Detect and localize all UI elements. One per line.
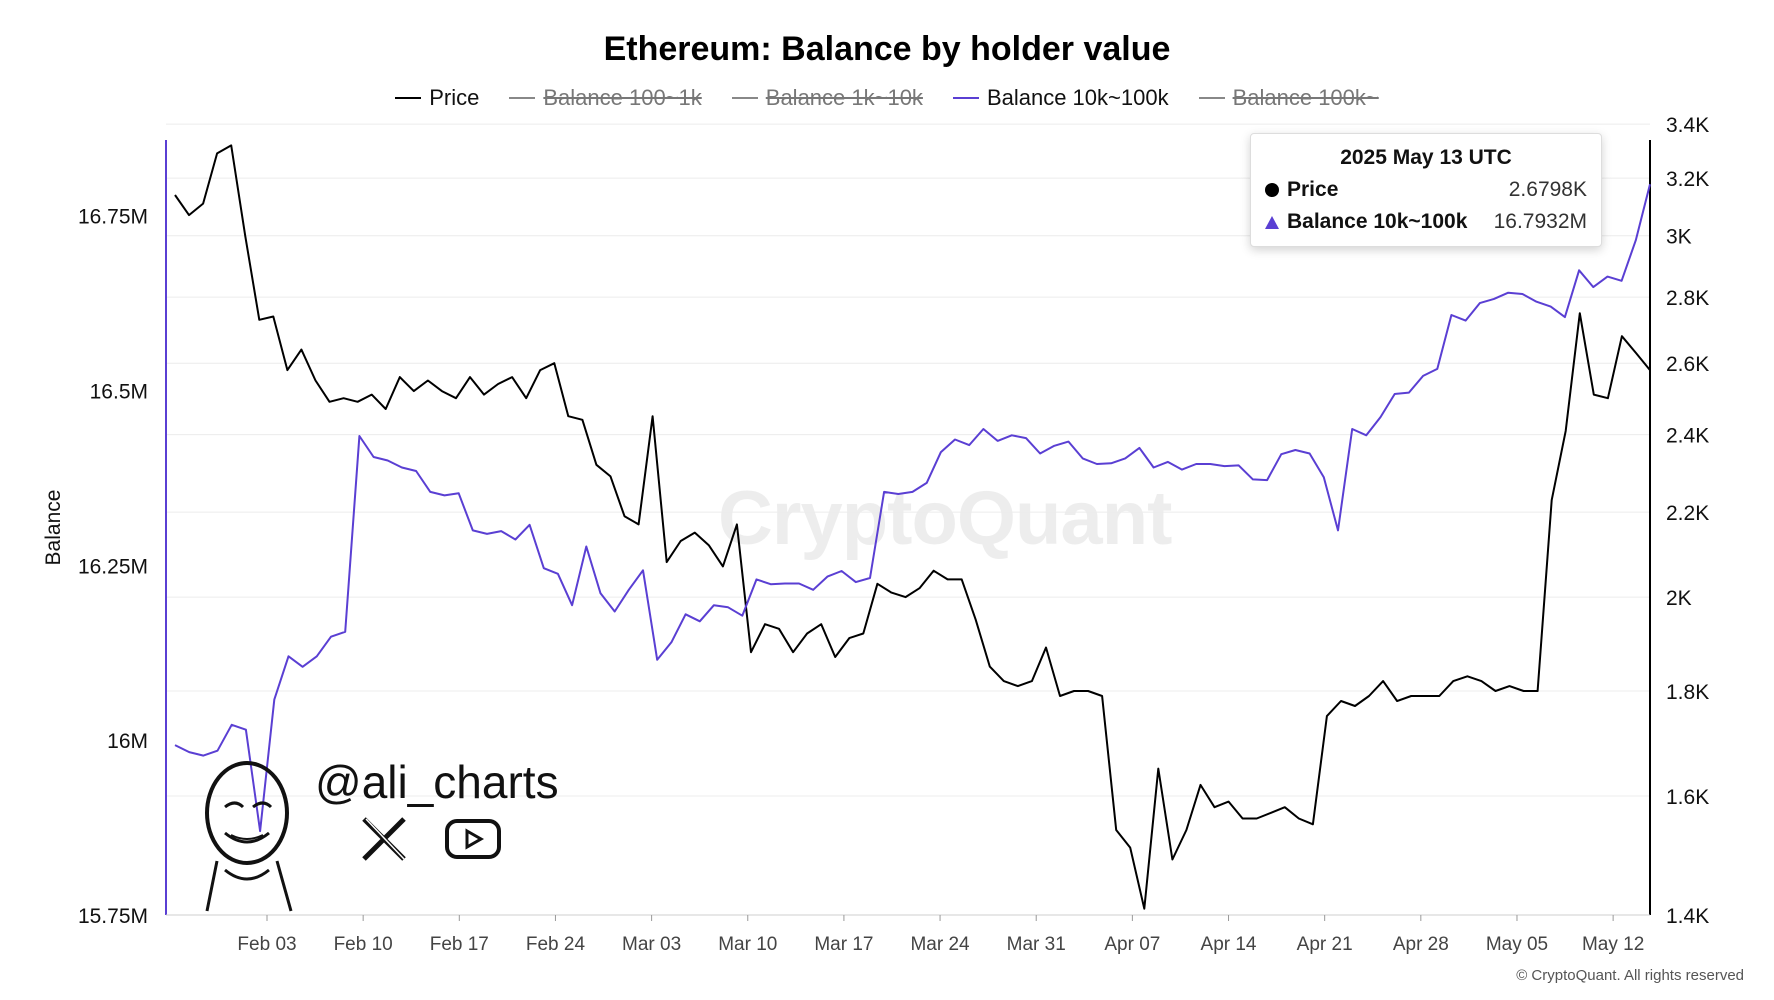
avatar-illustration-icon	[205, 761, 293, 912]
chart-legend: Price Balance 100~1k Balance 1k~10k Bala…	[0, 85, 1774, 111]
legend-swatch	[1198, 97, 1225, 99]
price-series-line[interactable]	[174, 144, 1651, 910]
axes: 3.4K 3.2K 3K 2.8K 2.6K 2.4K 2.2K 2K 1.8K 1.6K 1.4K…	[42, 114, 1709, 955]
tooltip-series-value: 16.7932M	[1493, 210, 1587, 233]
x-axis-tick-label: Mar 31	[1007, 934, 1066, 955]
watermark: CryptoQuant	[718, 476, 1172, 561]
left-axis-tick-label: 16.5M	[90, 381, 148, 404]
author-branding: @ali_charts	[195, 755, 575, 915]
x-axis-tick-label: Apr 28	[1393, 934, 1449, 955]
legend-item-balance-1k-10k[interactable]: Balance 1k~10k	[731, 85, 923, 111]
legend-label: Balance 1k~10k	[765, 85, 923, 110]
left-axis-tick-label: 16M	[107, 730, 148, 753]
circle-marker-icon	[1265, 183, 1279, 197]
left-axis-tick-label: 16.25M	[78, 555, 148, 578]
legend-swatch	[952, 97, 979, 99]
tooltip-date: 2025 May 13 UTC	[1340, 146, 1512, 169]
x-axis-tick-label: Feb 17	[430, 934, 489, 955]
legend-swatch	[731, 97, 758, 99]
left-axis-tick-label: 16.75M	[78, 206, 148, 229]
hover-tooltip: 2025 May 13 UTC Price 2.6798K Balance 10…	[1250, 133, 1602, 247]
x-axis-tick-label: Feb 24	[526, 934, 586, 955]
x-logo-icon[interactable]	[360, 815, 408, 863]
legend-item-balance-10k-100k[interactable]: Balance 10k~100k	[952, 85, 1169, 111]
balance-10k-100k-series-line[interactable]	[174, 184, 1651, 833]
tooltip-series-value: 2.6798K	[1508, 178, 1587, 201]
right-axis-tick-label: 2.8K	[1666, 287, 1709, 310]
copyright-notice: © CryptoQuant. All rights reserved	[1516, 967, 1744, 984]
left-axis-title: Balance	[42, 490, 65, 566]
x-axis-tick-label: Apr 14	[1201, 934, 1257, 955]
youtube-icon[interactable]	[445, 817, 501, 861]
right-axis-tick-label: 2.6K	[1666, 353, 1709, 376]
x-axis-tick-label: May 05	[1486, 934, 1548, 955]
triangle-marker-icon	[1265, 215, 1279, 229]
tooltip-series-name: Balance 10k~100k	[1287, 210, 1468, 233]
series-layer	[174, 144, 1651, 910]
x-axis-tick-label: Feb 10	[334, 934, 393, 955]
x-axis-tick-label: May 12	[1582, 934, 1644, 955]
x-axis-tick-label: Mar 03	[622, 934, 681, 955]
x-axis-tick-label: Feb 03	[237, 934, 296, 955]
legend-label: Balance 100~1k	[543, 85, 702, 110]
right-axis-tick-label: 1.6K	[1666, 786, 1709, 809]
tooltip-series-name: Price	[1287, 178, 1339, 201]
right-axis-tick-label: 3.2K	[1666, 168, 1709, 191]
left-axis-tick-label: 15.75M	[78, 905, 148, 928]
right-axis-tick-label: 1.8K	[1666, 681, 1709, 704]
tooltip-row-price: Price 2.6798K	[1265, 178, 1587, 202]
x-axis-tick-label: Mar 10	[718, 934, 777, 955]
right-axis-tick-label: 2.4K	[1666, 425, 1709, 448]
x-axis-tick-label: Mar 24	[910, 934, 970, 955]
legend-label: Balance 10k~100k	[986, 85, 1169, 110]
legend-item-balance-100k[interactable]: Balance 100k~	[1198, 85, 1379, 111]
right-axis-tick-label: 3K	[1666, 226, 1692, 249]
x-axis-tick-label: Apr 07	[1104, 934, 1160, 955]
right-axis-tick-label: 2.2K	[1666, 502, 1709, 525]
right-axis-tick-label: 3.4K	[1666, 114, 1709, 137]
legend-item-price[interactable]: Price	[395, 85, 479, 111]
legend-label: Price	[429, 85, 480, 110]
legend-swatch	[395, 97, 422, 99]
author-handle: @ali_charts	[315, 756, 559, 808]
right-axis-tick-label: 1.4K	[1666, 905, 1709, 928]
right-axis-tick-label: 2K	[1666, 587, 1692, 610]
legend-item-balance-100-1k[interactable]: Balance 100~1k	[509, 85, 702, 111]
x-axis-tick-label: Apr 21	[1297, 934, 1353, 955]
chart-title: Ethereum: Balance by holder value	[603, 30, 1171, 68]
x-axis-tick-label: Mar 17	[814, 934, 873, 955]
legend-label: Balance 100k~	[1232, 85, 1379, 110]
tooltip-row-balance: Balance 10k~100k 16.7932M	[1265, 210, 1587, 234]
legend-swatch	[509, 97, 536, 99]
